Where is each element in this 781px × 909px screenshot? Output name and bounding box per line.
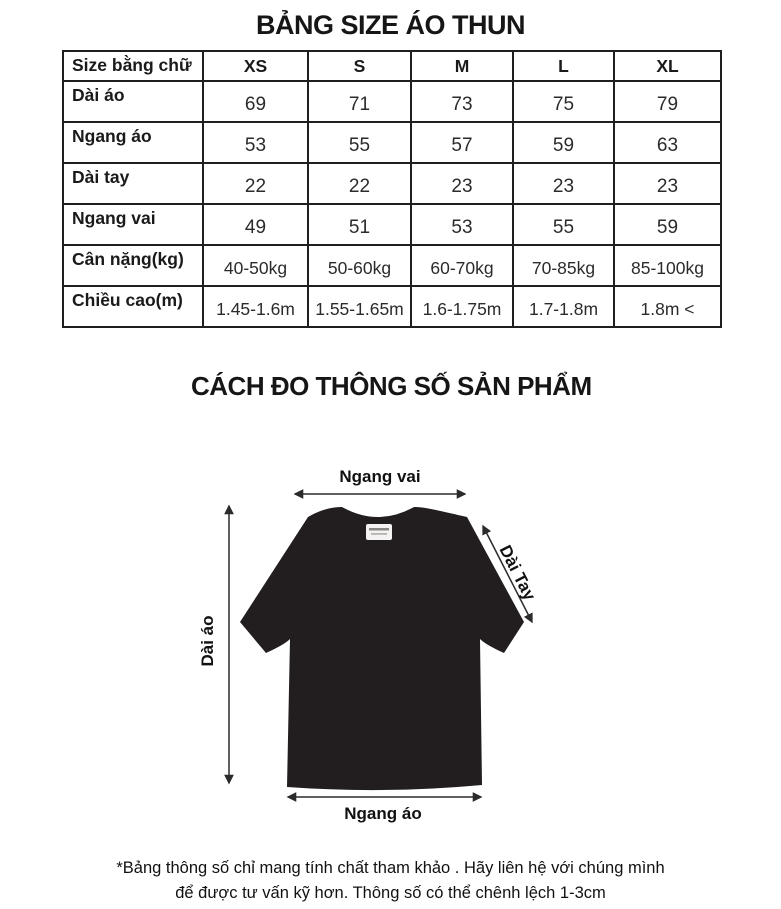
cell-value: 1.6-1.75m (410, 285, 514, 328)
size-table: Size bằng chữ XS S M L XL Dài áo 69 71 7… (62, 50, 722, 328)
cell-value: 23 (410, 162, 514, 205)
row-label: Dài áo (62, 80, 204, 123)
cell-value: 53 (202, 121, 309, 164)
cell-value: 73 (410, 80, 514, 123)
header-size-m: M (410, 50, 514, 82)
row-label: Dài tay (62, 162, 204, 205)
table-row-weight: Cân nặng(kg) 40-50kg 50-60kg 60-70kg 70-… (62, 244, 722, 287)
cell-value: 51 (307, 203, 412, 246)
header-size-by-letter: Size bằng chữ (62, 50, 204, 82)
cell-value: 63 (613, 121, 722, 164)
row-label: Chiều cao(m) (62, 285, 204, 328)
header-size-xl: XL (613, 50, 722, 82)
footnote: *Bảng thông số chỉ mang tính chất tham k… (0, 856, 781, 906)
cell-value: 75 (512, 80, 615, 123)
table-row-shirt-length: Dài áo 69 71 73 75 79 (62, 80, 722, 123)
cell-value: 59 (512, 121, 615, 164)
size-table-header-row: Size bằng chữ XS S M L XL (62, 50, 722, 82)
cell-value: 70-85kg (512, 244, 615, 287)
table-row-chest-width: Ngang áo 53 55 57 59 63 (62, 121, 722, 164)
measure-section-title: CÁCH ĐO THÔNG SỐ SẢN PHẨM (191, 371, 592, 401)
cell-value: 23 (613, 162, 722, 205)
row-label: Ngang vai (62, 203, 204, 246)
cell-value: 1.45-1.6m (202, 285, 309, 328)
table-row-sleeve-length: Dài tay 22 22 23 23 23 (62, 162, 722, 205)
chest-width-label: Ngang áo (344, 804, 422, 823)
page-title: BẢNG SIZE ÁO THUN (255, 10, 526, 40)
shoulder-width-label: Ngang vai (339, 467, 421, 486)
cell-value: 85-100kg (613, 244, 722, 287)
cell-value: 22 (307, 162, 412, 205)
header-size-s: S (307, 50, 412, 82)
neck-label-tag (366, 524, 392, 540)
cell-value: 55 (307, 121, 412, 164)
footnote-line-2: để được tư vấn kỹ hơn. Thông số có thể c… (175, 883, 606, 902)
cell-value: 50-60kg (307, 244, 412, 287)
cell-value: 1.8m < (613, 285, 722, 328)
cell-value: 49 (202, 203, 309, 246)
cell-value: 40-50kg (202, 244, 309, 287)
tshirt-shape (240, 507, 524, 791)
tshirt-silhouette-and-arrows (224, 489, 533, 802)
cell-value: 79 (613, 80, 722, 123)
cell-value: 55 (512, 203, 615, 246)
tshirt-measurement-diagram: Ngang vai Dài áo Dài Tay Ngang áo (170, 450, 580, 840)
cell-value: 69 (202, 80, 309, 123)
cell-value: 1.55-1.65m (307, 285, 412, 328)
header-size-l: L (512, 50, 615, 82)
cell-value: 23 (512, 162, 615, 205)
row-label: Ngang áo (62, 121, 204, 164)
cell-value: 57 (410, 121, 514, 164)
cell-value: 22 (202, 162, 309, 205)
header-size-xs: XS (202, 50, 309, 82)
table-row-height: Chiều cao(m) 1.45-1.6m 1.55-1.65m 1.6-1.… (62, 285, 722, 328)
sleeve-length-arrow (482, 524, 533, 624)
table-row-shoulder-width: Ngang vai 49 51 53 55 59 (62, 203, 722, 246)
row-label: Cân nặng(kg) (62, 244, 204, 287)
cell-value: 1.7-1.8m (512, 285, 615, 328)
cell-value: 71 (307, 80, 412, 123)
cell-value: 59 (613, 203, 722, 246)
cell-value: 60-70kg (410, 244, 514, 287)
shirt-length-label: Dài áo (198, 615, 217, 667)
footnote-line-1: *Bảng thông số chỉ mang tính chất tham k… (116, 859, 665, 877)
cell-value: 53 (410, 203, 514, 246)
